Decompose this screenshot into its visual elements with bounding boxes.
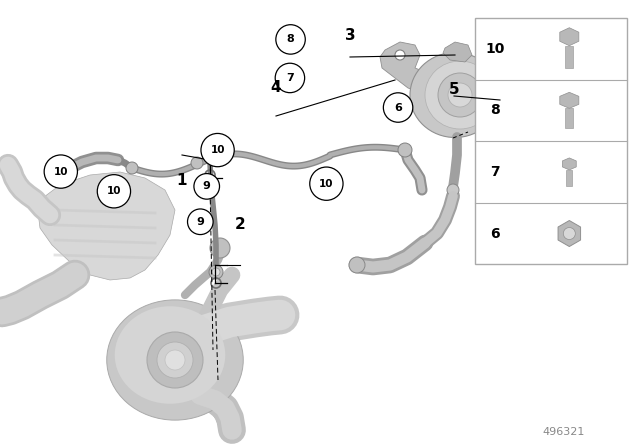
Circle shape [395,50,405,60]
Text: 9: 9 [196,217,204,227]
Circle shape [438,73,482,117]
Text: 1: 1 [177,172,187,188]
Polygon shape [558,220,580,246]
Polygon shape [443,42,472,62]
Polygon shape [560,28,579,46]
Circle shape [563,228,575,240]
Text: 496321: 496321 [542,427,584,437]
Text: 10: 10 [485,42,504,56]
Circle shape [276,25,305,54]
Circle shape [349,257,365,273]
Bar [475,18,627,264]
Text: 9: 9 [203,181,211,191]
Circle shape [191,157,203,169]
Polygon shape [38,172,175,280]
Circle shape [97,175,131,208]
Circle shape [165,350,185,370]
Circle shape [275,63,305,93]
Text: 10: 10 [54,167,68,177]
Polygon shape [563,158,576,170]
Circle shape [448,83,472,107]
Circle shape [188,209,213,235]
Circle shape [44,155,77,188]
Text: 5: 5 [449,82,460,97]
Circle shape [194,173,220,199]
Bar [565,46,573,68]
Circle shape [55,165,69,179]
Text: 6: 6 [394,103,402,112]
Circle shape [209,265,223,279]
Circle shape [447,184,459,196]
Polygon shape [560,92,579,108]
Circle shape [201,134,234,167]
Ellipse shape [107,300,243,420]
Ellipse shape [115,306,225,404]
Text: 6: 6 [490,227,500,241]
Text: 10: 10 [319,179,333,189]
Circle shape [126,162,138,174]
Text: 7: 7 [490,165,500,179]
Circle shape [398,143,412,157]
Polygon shape [380,42,430,92]
Circle shape [205,153,215,163]
Ellipse shape [410,52,500,138]
Ellipse shape [425,61,495,129]
Circle shape [210,238,230,258]
Text: 3: 3 [346,28,356,43]
Text: 7: 7 [286,73,294,83]
Circle shape [212,268,220,276]
Text: 10: 10 [107,186,121,196]
Text: 4: 4 [270,80,280,95]
Text: 8: 8 [490,103,500,117]
Circle shape [310,167,343,200]
Circle shape [157,342,193,378]
Text: 2: 2 [235,216,245,232]
Circle shape [147,332,203,388]
Text: 8: 8 [287,34,294,44]
Circle shape [383,93,413,122]
Bar [565,108,573,128]
Text: 10: 10 [211,145,225,155]
Bar [566,170,572,186]
